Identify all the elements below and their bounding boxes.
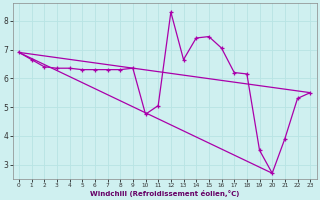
X-axis label: Windchill (Refroidissement éolien,°C): Windchill (Refroidissement éolien,°C): [90, 190, 239, 197]
